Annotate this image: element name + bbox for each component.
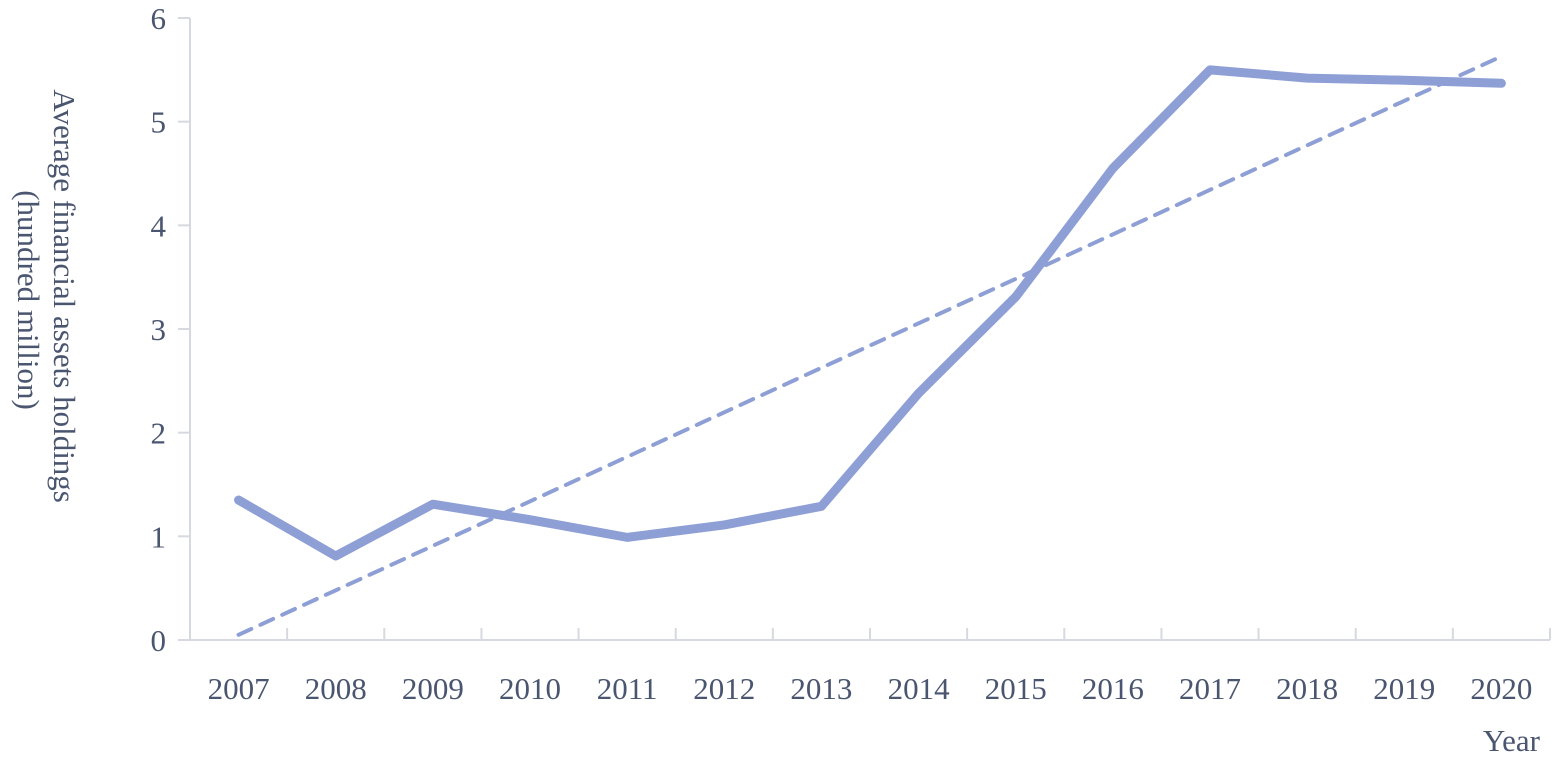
y-tick-label: 1 [151,519,167,554]
y-tick-label: 4 [151,208,167,243]
y-axis-title-line-2: (hundred million) [11,190,46,410]
x-tick-label: 2018 [1276,671,1338,706]
x-tick-label: 2012 [693,671,755,706]
x-tick-label: 2007 [208,671,270,706]
x-tick-label: 2011 [597,671,658,706]
x-tick-label: 2016 [1082,671,1144,706]
x-axis-title: Year [1483,723,1541,758]
trendline [236,54,1504,637]
y-axis-title: Average financial assets holdings (hundr… [11,89,82,510]
series-line [234,65,1506,561]
y-tick-label: 5 [151,105,167,140]
x-tick-label: 2009 [402,671,464,706]
y-tick-label: 0 [151,623,167,658]
y-axis-title-line-1: Average financial assets holdings [47,89,82,503]
x-tick-label: 2014 [888,671,951,706]
x-tick-label: 2017 [1179,671,1241,706]
y-axis-ticks: 0 1 2 3 4 5 6 [151,1,190,658]
x-tick-label: 2019 [1373,671,1435,706]
axes [189,18,1550,641]
x-tick-label: 2020 [1470,671,1532,706]
x-tick-label: 2015 [985,671,1047,706]
y-tick-label: 2 [151,416,167,451]
series-layer [234,54,1506,637]
x-tick-label: 2010 [499,671,561,706]
x-axis-ticks: 2007 2008 2009 2010 2011 2012 2013 2014 2015 2016… [189,628,1551,706]
y-tick-label: 6 [151,1,167,36]
x-tick-label: 2013 [790,671,852,706]
y-tick-label: 3 [151,312,167,347]
x-tick-label: 2008 [305,671,367,706]
